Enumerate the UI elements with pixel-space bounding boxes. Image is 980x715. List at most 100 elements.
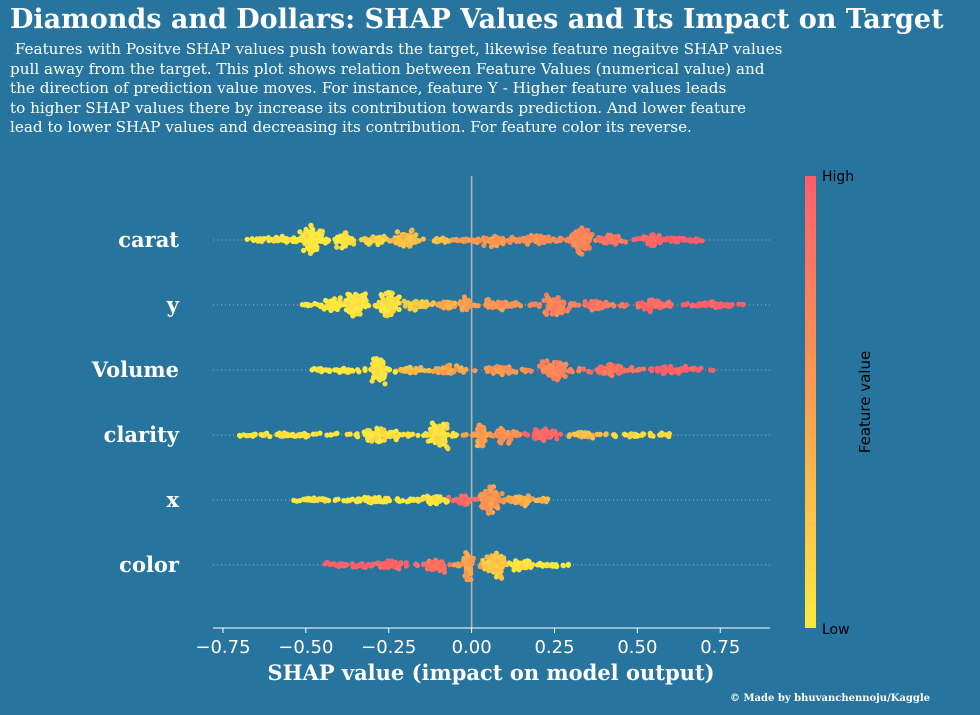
shap-dot <box>381 433 388 439</box>
shap-dot <box>275 236 281 242</box>
shap-dot <box>428 429 434 436</box>
shap-dot <box>309 367 315 373</box>
shap-dot <box>654 365 660 371</box>
shap-dot <box>512 497 518 503</box>
shap-dot <box>328 298 334 305</box>
x-axis-label: SHAP value (impact on model output) <box>267 660 714 685</box>
shap-dot <box>437 428 443 434</box>
shap-dot <box>262 431 268 437</box>
shap-dot <box>580 366 587 372</box>
shap-dot <box>588 369 594 375</box>
shap-dot <box>463 565 469 571</box>
shap-dot <box>544 358 550 364</box>
shap-dot <box>375 241 381 247</box>
shap-dot <box>357 306 363 312</box>
shap-dot <box>388 304 394 310</box>
shap-dot <box>445 363 451 369</box>
beeswarm-row-color <box>322 550 572 583</box>
shap-dot <box>369 378 375 384</box>
shap-dot <box>581 234 587 240</box>
shap-dot <box>396 234 402 241</box>
shap-dot <box>648 305 655 311</box>
shap-dot <box>595 306 601 312</box>
shap-dot <box>495 505 501 511</box>
shap-dot <box>496 301 503 307</box>
shap-dot <box>479 492 485 498</box>
shap-dot <box>349 301 355 307</box>
shap-dot <box>435 494 441 500</box>
shap-dot <box>529 496 536 502</box>
shap-dot <box>381 233 387 239</box>
shap-dot <box>554 436 560 442</box>
shap-dot <box>543 499 549 505</box>
shap-dot <box>726 303 733 310</box>
shap-dot <box>603 432 609 438</box>
shap-dot <box>486 568 492 574</box>
shap-dot <box>557 431 564 437</box>
shap-dot <box>480 500 486 506</box>
shap-dot <box>388 433 394 439</box>
shap-dot <box>362 304 368 310</box>
shap-dot <box>702 300 708 306</box>
shap-dot <box>426 367 432 373</box>
shap-dot <box>395 498 401 504</box>
shap-dot <box>462 496 468 502</box>
shap-dot <box>413 561 419 567</box>
shap-dot <box>283 237 289 243</box>
shap-dot <box>483 236 489 242</box>
shap-dot <box>683 367 690 373</box>
shap-dot <box>696 301 702 307</box>
shap-dot <box>594 431 600 437</box>
x-tick-label: 0.75 <box>700 637 740 658</box>
shap-dot <box>428 437 434 444</box>
shap-dot <box>423 431 429 437</box>
shap-dot <box>392 369 398 375</box>
shap-dot <box>484 554 490 560</box>
shap-dot <box>343 307 349 313</box>
feature-label: y <box>166 292 180 317</box>
colorbar-title: Feature value <box>856 351 874 453</box>
shap-dot <box>460 238 466 244</box>
shap-dot <box>517 303 524 309</box>
shap-dot <box>473 303 479 309</box>
beeswarm-row-volume <box>309 355 716 387</box>
shap-dot <box>488 243 495 250</box>
shap-dot <box>682 363 689 369</box>
shap-dot <box>631 236 637 243</box>
shap-dot <box>565 368 572 374</box>
shap-dot <box>408 497 414 503</box>
shap-dot <box>481 242 487 248</box>
shap-dot <box>500 562 506 568</box>
shap-dot <box>410 431 416 437</box>
shap-dot <box>355 367 361 373</box>
shap-dot <box>438 236 444 242</box>
shap-dot <box>394 229 400 235</box>
shap-dot <box>589 231 595 238</box>
x-tick-label: −0.25 <box>361 637 416 658</box>
shap-dot <box>740 302 746 308</box>
shap-dot <box>524 500 530 507</box>
shap-dot <box>474 443 480 449</box>
footer-credit: © Made by bhuvanchennoju/Kaggle <box>730 693 931 704</box>
shap-dot <box>431 238 437 244</box>
shap-dot <box>425 498 431 504</box>
shap-dot <box>544 429 550 435</box>
shap-dot <box>578 431 584 437</box>
shap-dot <box>341 498 347 504</box>
shap-dot <box>623 302 629 308</box>
shap-dot <box>717 303 724 309</box>
shap-dot <box>602 237 608 243</box>
shap-dot <box>393 428 399 434</box>
shap-dot <box>607 239 613 245</box>
shap-dot <box>398 560 404 566</box>
beeswarm-row-x <box>291 484 551 516</box>
shap-dot <box>458 365 464 371</box>
shap-dot <box>499 491 505 497</box>
shap-dot <box>572 240 578 246</box>
shap-dot <box>695 237 701 243</box>
shap-dot <box>554 359 560 366</box>
shap-dot <box>563 361 569 367</box>
shap-dot <box>512 302 519 308</box>
shap-dot <box>297 229 303 235</box>
shap-dot <box>363 237 369 243</box>
